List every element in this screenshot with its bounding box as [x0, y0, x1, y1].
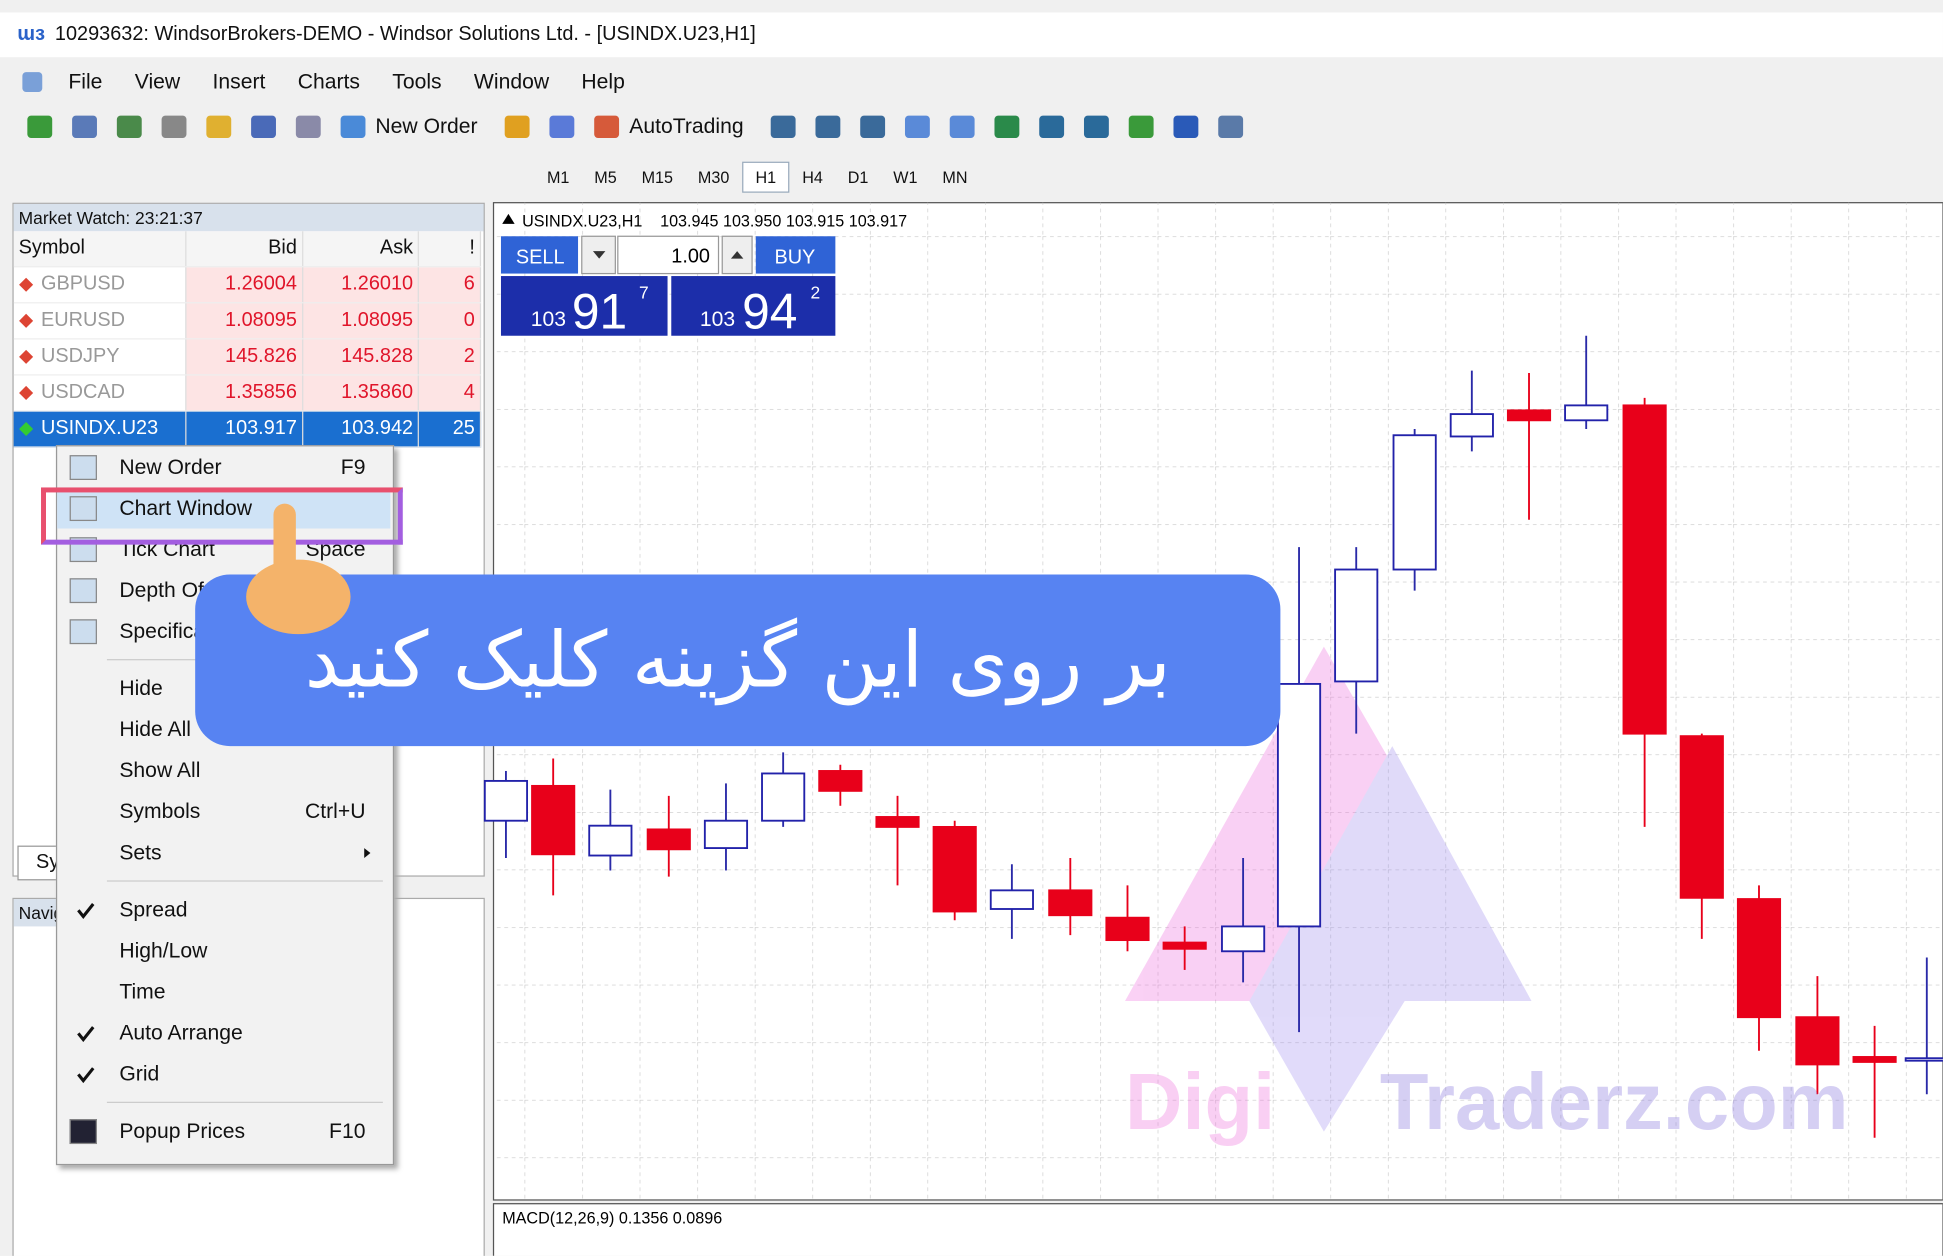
candle-body — [1906, 1058, 1943, 1060]
menu-label: Sets — [119, 832, 161, 873]
menu-label: New Order — [119, 446, 221, 487]
candle-body — [705, 821, 747, 848]
menu-icon — [70, 619, 97, 644]
candle-body — [1049, 890, 1091, 915]
menu-shortcut: Ctrl+U — [305, 791, 365, 832]
check-path — [78, 1027, 93, 1039]
candle-body — [1508, 410, 1550, 420]
candle-body — [1623, 405, 1665, 733]
candle-body — [1278, 684, 1320, 926]
candle-body — [819, 771, 861, 791]
candle-body — [934, 827, 976, 912]
menu-shortcut: F9 — [341, 446, 366, 487]
menu-item[interactable]: New Order F9 — [57, 446, 390, 487]
menu-label: High/Low — [119, 930, 207, 971]
menu-item[interactable]: High/Low — [57, 930, 390, 971]
chart-symbol: USINDX.U23,H1 — [522, 212, 642, 230]
volume-input[interactable]: 1.00 — [671, 245, 710, 267]
menu-label: Time — [119, 971, 165, 1012]
submenu-arrow — [364, 848, 370, 858]
watermark: Traderz.com — [1380, 1057, 1849, 1146]
candle-body — [1106, 918, 1148, 940]
menu-icon — [70, 578, 97, 603]
indicator-label: MACD(12,26,9) 0.1356 0.0896 — [502, 1210, 722, 1228]
separator — [107, 1102, 383, 1103]
candle-body — [991, 890, 1033, 909]
check-path — [78, 904, 93, 916]
menu-label: Spread — [119, 889, 187, 930]
candle-body — [485, 781, 527, 821]
candle-body — [1335, 570, 1377, 682]
price-big: 103 — [700, 308, 735, 331]
candle-body — [1738, 899, 1780, 1017]
chart-prices: 103.945 103.950 103.915 103.917 — [660, 212, 907, 230]
candle-body — [532, 786, 574, 854]
candle-body — [1394, 435, 1436, 569]
candle-body — [762, 773, 804, 820]
menu-label: Grid — [119, 1053, 159, 1094]
menu-label: Popup Prices — [119, 1110, 245, 1151]
menu-label: Hide — [119, 668, 162, 709]
check-mark — [77, 1025, 94, 1042]
menu-item[interactable]: Auto Arrange — [57, 1012, 390, 1053]
menu-item[interactable]: Symbols Ctrl+U — [57, 791, 390, 832]
candle-body — [589, 826, 631, 856]
menu-item[interactable]: Sets — [57, 832, 390, 873]
screen: ɯɜ10293632: WindsorBrokers-DEMO - Windso… — [0, 0, 1943, 1256]
check-path — [78, 1068, 93, 1080]
menu-icon — [70, 455, 97, 480]
menu-icon — [70, 1119, 97, 1144]
menu-label: Auto Arrange — [119, 1012, 242, 1053]
menu-item[interactable]: Spread — [57, 889, 390, 930]
menu-item[interactable]: Grid — [57, 1053, 390, 1094]
menu-label: Symbols — [119, 791, 200, 832]
price-small: 2 — [811, 282, 821, 302]
candle-body — [1565, 405, 1607, 420]
check-mark — [77, 902, 94, 919]
candle-body — [1222, 926, 1264, 951]
price-main: 91 — [572, 283, 627, 339]
candle-body — [1853, 1057, 1895, 1062]
menu-shortcut: F10 — [329, 1110, 365, 1151]
hand-cursor — [236, 497, 373, 646]
menu-item[interactable]: Popup Prices F10 — [57, 1110, 390, 1151]
candle-body — [1164, 943, 1206, 949]
candle-body — [1451, 414, 1493, 436]
candle-body — [1681, 736, 1723, 898]
watermark: Digi — [1125, 1057, 1275, 1146]
price-small: 7 — [639, 282, 649, 302]
buy-button[interactable]: BUY — [774, 247, 815, 269]
menu-item[interactable]: Show All — [57, 750, 390, 791]
candle-body — [876, 817, 918, 827]
menu-item[interactable]: Time — [57, 971, 390, 1012]
price-big: 103 — [531, 308, 566, 331]
sell-button[interactable]: SELL — [516, 247, 565, 269]
candle-body — [648, 829, 690, 849]
menu-label: Hide All — [119, 709, 191, 750]
price-main: 94 — [742, 283, 797, 339]
check-mark — [77, 1066, 94, 1083]
separator — [107, 880, 383, 881]
menu-label: Show All — [119, 750, 200, 791]
